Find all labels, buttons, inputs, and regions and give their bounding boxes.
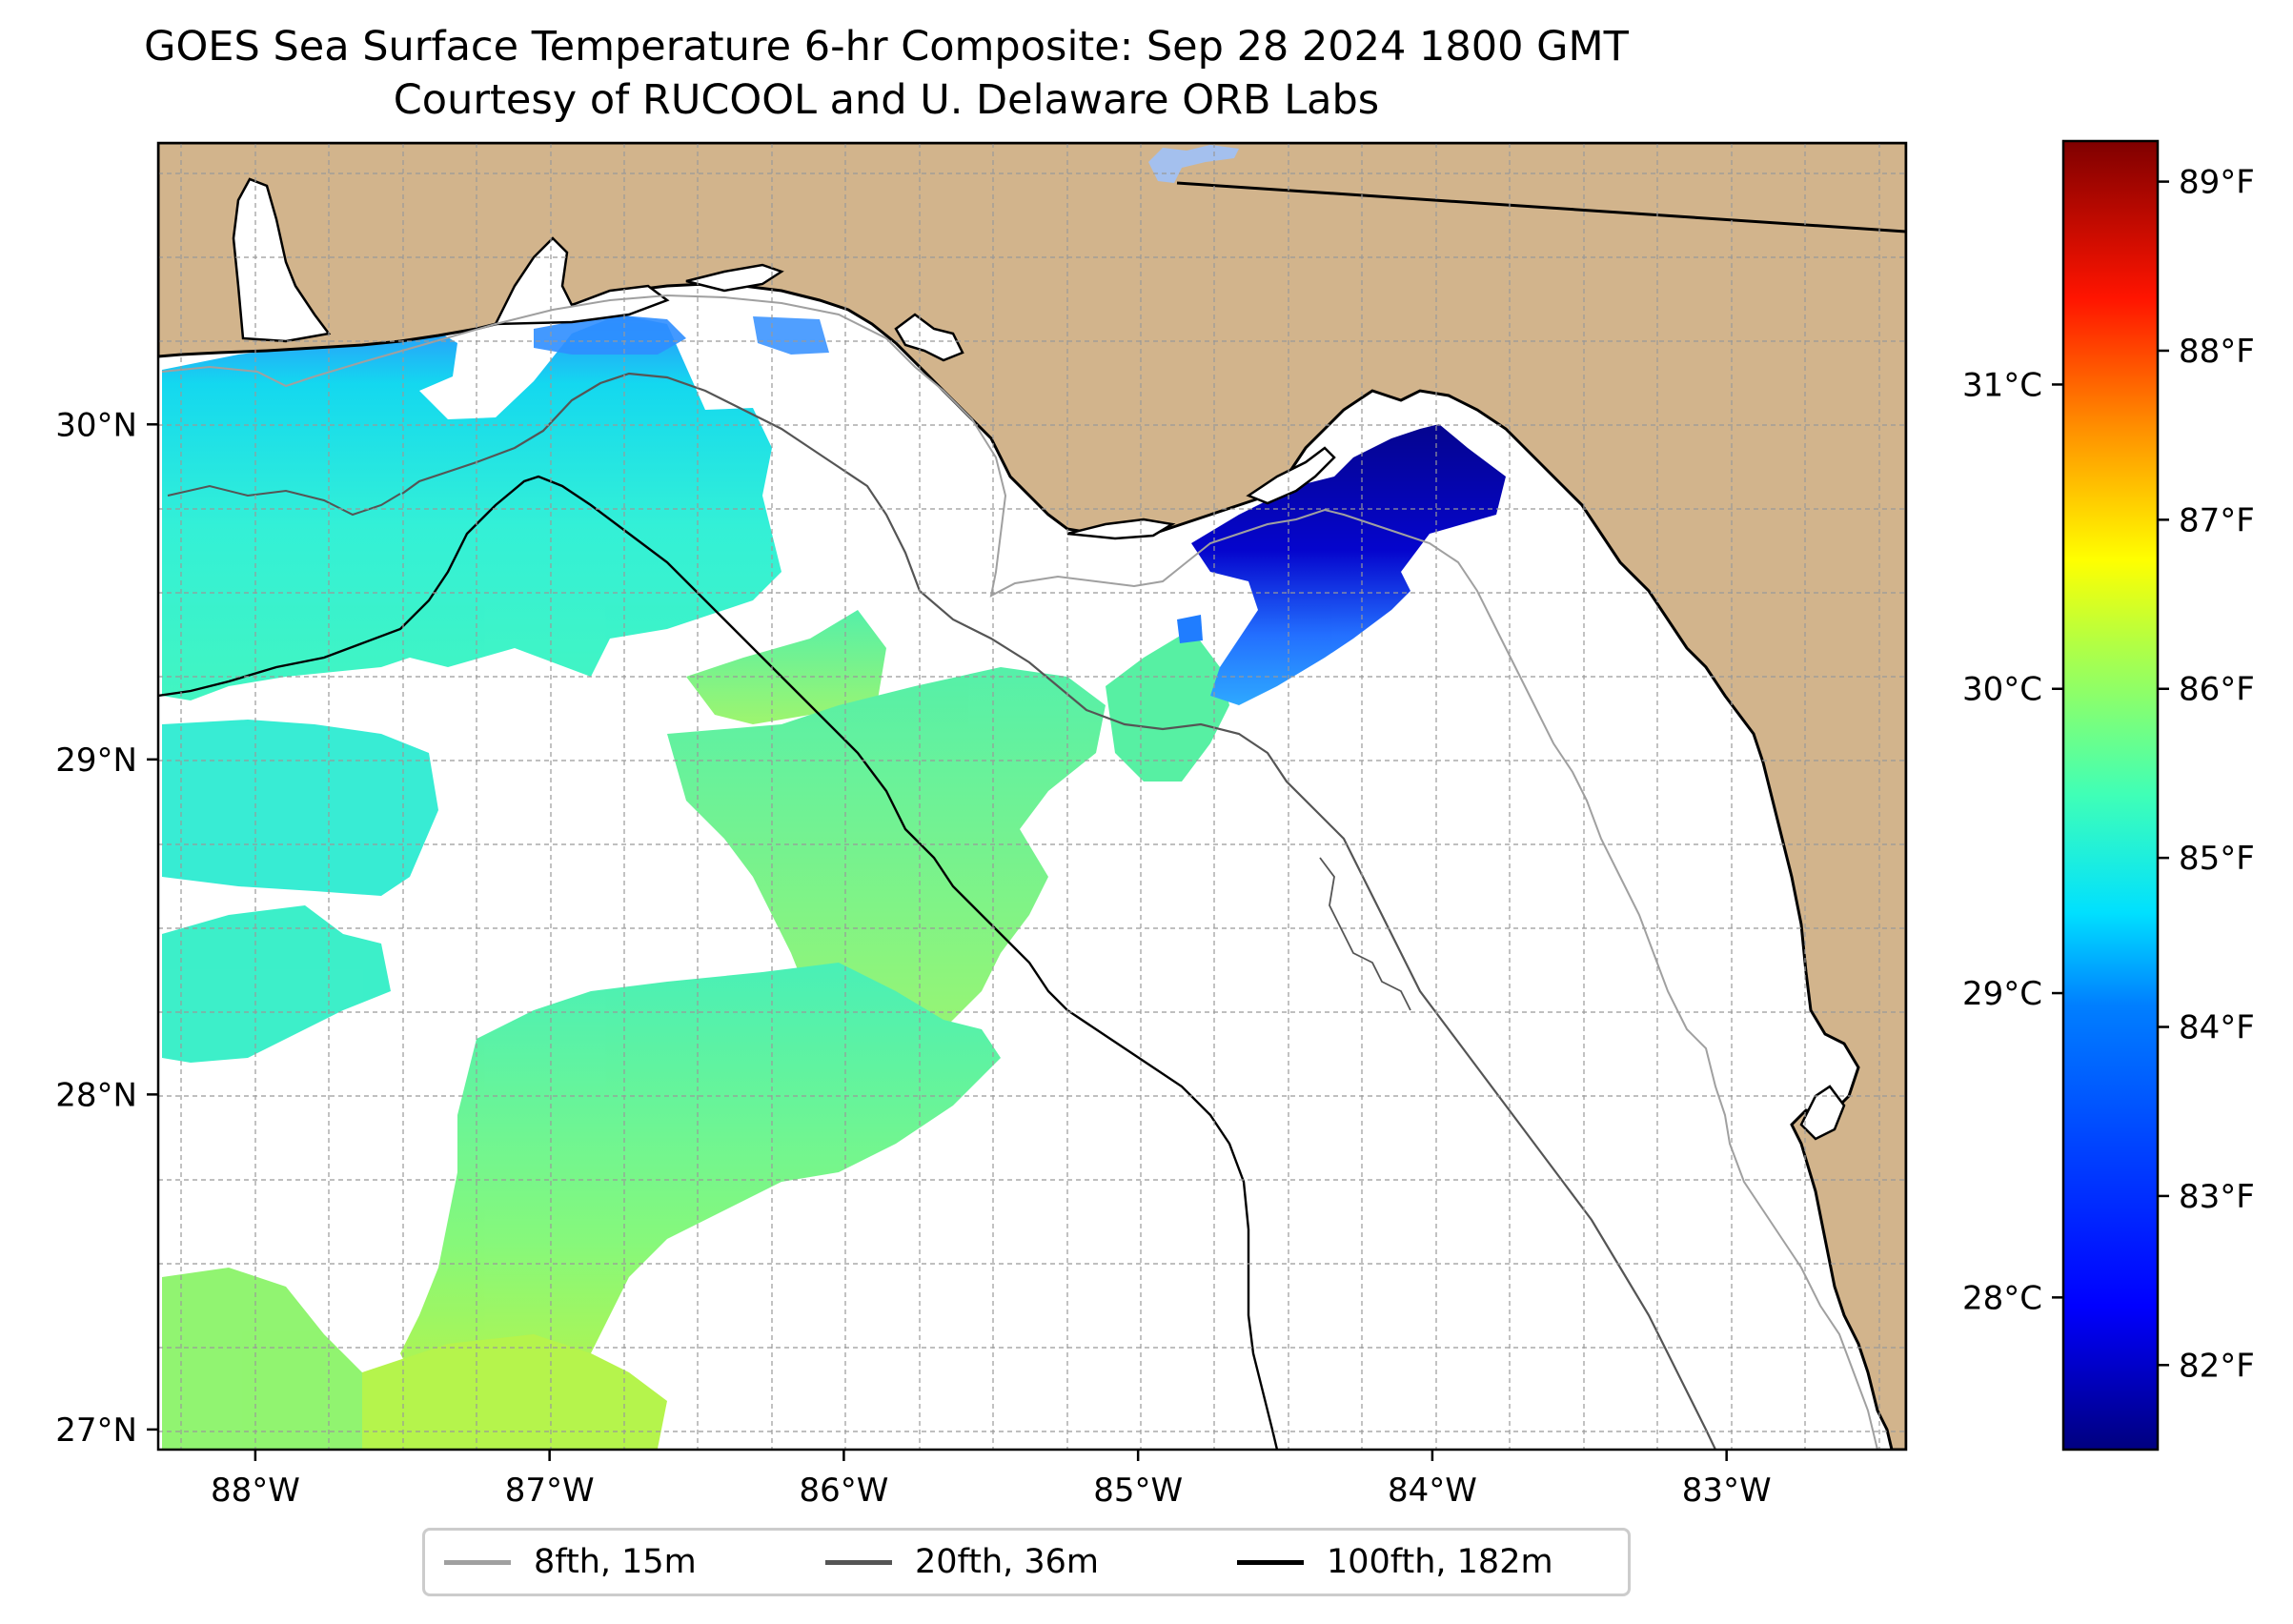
sst-patch-west-lower [162, 905, 391, 1063]
fahrenheit-tick-label: 82°F [2179, 1347, 2255, 1385]
legend-swatch-182m [1237, 1559, 1304, 1565]
lat-tick-label: 27°N [55, 1411, 137, 1450]
celsius-tick-label: 29°C [1962, 975, 2042, 1013]
fahrenheit-tick-label: 88°F [2179, 333, 2255, 371]
longitude-axis: 88°W 87°W 86°W 85°W 84°W 83°W [211, 1450, 1772, 1510]
apalachee-bay [1246, 446, 1336, 505]
fahrenheit-tick-label: 86°F [2179, 671, 2255, 709]
lat-tick-label: 30°N [55, 406, 137, 444]
bays [232, 177, 1846, 1141]
contour-182m [158, 475, 1279, 1450]
st-andrews-bay [894, 313, 964, 362]
sst-patch-cold-speck [1177, 615, 1203, 643]
sst-patch-central [667, 667, 1106, 1067]
map-layers [158, 143, 1906, 1450]
contour-15m [161, 294, 1878, 1450]
legend-label-182m: 100fth, 182m [1327, 1543, 1553, 1581]
apalachicola-bay [1066, 518, 1176, 540]
sst-patch-south-yellow [362, 1334, 667, 1449]
fahrenheit-tick-label: 85°F [2179, 840, 2255, 878]
celsius-tick-label: 31°C [1962, 366, 2042, 404]
legend-item-36m: 20fth, 36m [825, 1531, 1099, 1594]
bathymetry [158, 294, 1878, 1450]
choctawhatchee-bay [685, 263, 784, 293]
lat-tick-label: 28°N [55, 1076, 137, 1114]
fahrenheit-tick-label: 89°F [2179, 164, 2255, 202]
grid-lines [158, 143, 1906, 1450]
celsius-tick-label: 28°C [1962, 1279, 2042, 1317]
sst-patch-north-blue [534, 315, 686, 355]
lon-tick-label: 87°W [505, 1472, 595, 1510]
latitude-axis: 30°N 29°N 28°N 27°N [55, 406, 158, 1450]
fahrenheit-tick-label: 87°F [2179, 501, 2255, 539]
celsius-tick-label: 30°C [1962, 671, 2042, 709]
colorbar [2061, 139, 2160, 1451]
legend-label-36m: 20fth, 36m [915, 1543, 1100, 1581]
fahrenheit-tick-label: 84°F [2179, 1009, 2255, 1047]
chart-title: GOES Sea Surface Temperature 6-hr Compos… [144, 23, 1629, 71]
lat-tick-label: 29°N [55, 741, 137, 780]
lon-tick-label: 85°W [1093, 1472, 1183, 1510]
legend-item-15m: 8fth, 15m [444, 1531, 697, 1594]
contour-36m-coast [167, 484, 401, 517]
legend-item-182m: 100fth, 182m [1237, 1531, 1553, 1594]
lon-tick-label: 83°W [1682, 1472, 1772, 1510]
lon-tick-label: 88°W [211, 1472, 300, 1510]
sst-patch-cold-bigbend [1191, 424, 1506, 705]
contour-36m-islands [1319, 857, 1411, 1011]
map-frame [156, 141, 1908, 1451]
sst-patch-east-shelf [1106, 629, 1229, 782]
state-border [1176, 181, 1906, 233]
chart-subtitle: Courtesy of RUCOOL and U. Delaware ORB L… [393, 76, 1380, 124]
sst-patch-west [162, 315, 781, 700]
sst-patch-west-mid [162, 720, 438, 896]
colorbar-celsius-axis: 31°C 30°C 29°C 28°C [1962, 366, 2063, 1317]
colorbar-fahrenheit-axis: 89°F 88°F 87°F 86°F 85°F 84°F 83°F 82°F [2158, 164, 2255, 1385]
legend-swatch-36m [825, 1559, 892, 1565]
contour-legend: 8fth, 15m 20fth, 36m 100fth, 182m [422, 1528, 1631, 1596]
lon-tick-label: 86°W [799, 1472, 888, 1510]
lon-tick-label: 84°W [1388, 1472, 1477, 1510]
legend-label-15m: 8fth, 15m [534, 1543, 697, 1581]
sst-patch-green-north [686, 610, 886, 724]
legend-swatch-15m [444, 1559, 511, 1565]
pensacola-bay [493, 236, 670, 326]
fahrenheit-tick-label: 83°F [2179, 1178, 2255, 1216]
